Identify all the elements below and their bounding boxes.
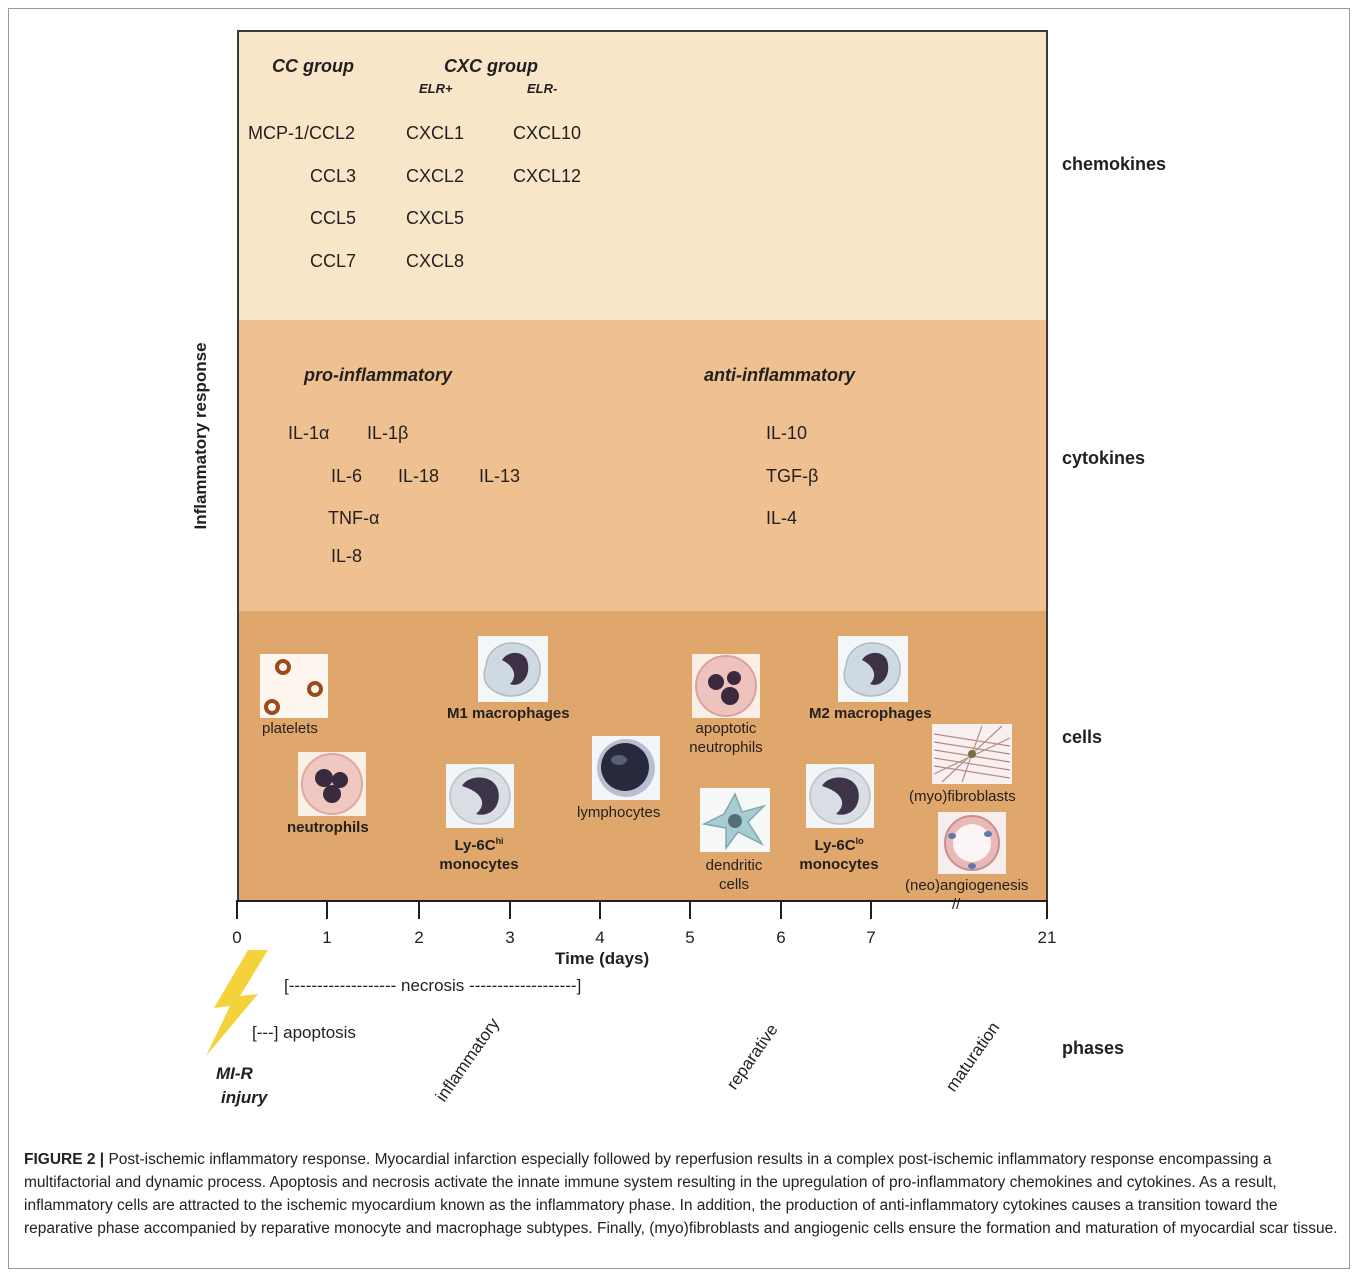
dendritic-cell-image	[700, 788, 770, 852]
figure-frame	[8, 8, 1350, 1269]
x-tick-label: 2	[414, 928, 424, 947]
angiogenesis-label: (neo)angiogenesis	[905, 877, 1029, 894]
pro-cytokine: IL-1α	[288, 423, 330, 443]
pro-cytokine: IL-13	[479, 466, 521, 486]
x-tick-label: 21	[1037, 928, 1057, 947]
elr-plus-item: CXCL1	[406, 123, 465, 143]
x-tick	[689, 900, 691, 919]
ly6clo-monocytes-label: Ly-6Clo monocytes	[799, 836, 879, 873]
elr-minus-item: CXCL12	[513, 166, 582, 186]
x-tick	[599, 900, 601, 919]
cc-item: CCL3	[310, 166, 357, 186]
cc-item: MCP-1/CCL2	[248, 123, 356, 143]
injury-label-line2: injury	[221, 1088, 268, 1107]
x-axis-line	[237, 900, 1048, 902]
angiogenesis-image	[938, 812, 1006, 874]
ly6chi-monocytes-label: Ly-6Chi monocytes	[439, 836, 519, 873]
figure-caption: FIGURE 2 | Post-ischemic inflammatory re…	[24, 1148, 1342, 1240]
m1-macrophage-image	[478, 636, 548, 702]
lightning-bolt-icon	[206, 950, 268, 1056]
elr-plus-item: CXCL8	[406, 251, 465, 271]
m1-macrophages-label: M1 macrophages	[447, 705, 570, 722]
necrosis-range: [------------------- necrosis ----------…	[284, 976, 582, 995]
anti-cytokine: TGF-β	[766, 466, 819, 486]
axis-break-mark: //	[952, 896, 961, 913]
m2-macrophage-image	[838, 636, 908, 702]
elr-minus-header: ELR-	[527, 81, 558, 96]
elr-plus-item: CXCL5	[406, 208, 465, 228]
dendritic-cells-label: dendritic cells	[705, 857, 763, 893]
ly6chi-monocyte-image	[446, 764, 514, 828]
cells-row-label: cells	[1062, 727, 1103, 747]
anti-cytokine: IL-4	[766, 508, 798, 528]
pro-cytokine: IL-18	[398, 466, 440, 486]
cytokines-band	[237, 320, 1048, 613]
elr-plus-header: ELR+	[419, 81, 453, 96]
x-tick	[1046, 900, 1048, 919]
lymphocyte-image	[592, 736, 660, 800]
apoptotic-neutrophil-image	[692, 654, 760, 718]
m2-macrophages-label: M2 macrophages	[809, 705, 932, 722]
x-tick-label: 1	[322, 928, 332, 947]
myofibroblast-image	[932, 724, 1012, 784]
cxc-group-header: CXC group	[444, 56, 538, 76]
myofibroblasts-label: (myo)fibroblasts	[909, 788, 1016, 805]
chemokines-row-label: chemokines	[1062, 154, 1167, 174]
x-tick	[418, 900, 420, 919]
x-tick-label: 6	[776, 928, 786, 947]
cc-item: CCL7	[310, 251, 357, 271]
y-axis-title: Inflammatory response	[191, 342, 210, 530]
cc-group-header: CC group	[272, 56, 354, 76]
chemokines-band	[237, 30, 1048, 322]
apoptosis-range: [---] apoptosis	[252, 1023, 356, 1042]
x-tick-label: 5	[685, 928, 695, 947]
neutrophils-label: neutrophils	[287, 819, 369, 836]
elr-minus-item: CXCL10	[513, 123, 582, 143]
injury-label-line1: MI-R	[216, 1064, 253, 1083]
x-tick	[509, 900, 511, 919]
x-tick	[236, 900, 238, 919]
pro-cytokine: IL-1β	[367, 423, 409, 443]
caption-text: Post-ischemic inflammatory response. Myo…	[24, 1151, 1338, 1237]
x-tick-label: 7	[866, 928, 876, 947]
apoptotic-neutrophils-label: apoptotic neutrophils	[689, 720, 763, 756]
cytokines-row-label: cytokines	[1062, 448, 1146, 468]
phases-row-label: phases	[1062, 1038, 1125, 1058]
caption-label: FIGURE 2 |	[24, 1151, 105, 1168]
x-tick-label: 4	[595, 928, 605, 947]
ly6clo-monocyte-image	[806, 764, 874, 828]
elr-plus-item: CXCL2	[406, 166, 465, 186]
x-tick	[870, 900, 872, 919]
anti-cytokine: IL-10	[766, 423, 808, 443]
x-tick-label: 3	[505, 928, 515, 947]
anti-inflammatory-header: anti-inflammatory	[704, 365, 856, 385]
platelets-image	[260, 654, 328, 718]
lymphocytes-label: lymphocytes	[577, 804, 661, 821]
x-axis-title: Time (days)	[555, 949, 650, 968]
platelets-label: platelets	[262, 720, 318, 737]
pro-inflammatory-header: pro-inflammatory	[304, 365, 453, 385]
x-tick	[780, 900, 782, 919]
x-tick-label: 0	[232, 928, 242, 947]
pro-cytokine: IL-6	[331, 466, 363, 486]
neutrophil-image	[298, 752, 366, 816]
cc-item: CCL5	[310, 208, 357, 228]
pro-cytokine: IL-8	[331, 546, 363, 566]
pro-cytokine: TNF-α	[328, 508, 380, 528]
x-tick	[326, 900, 328, 919]
